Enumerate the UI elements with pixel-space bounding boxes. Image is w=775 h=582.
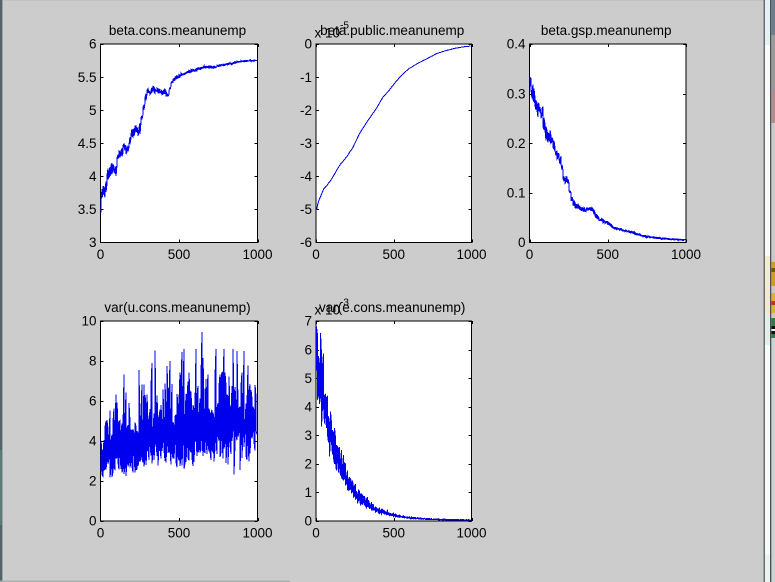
svg-text:500: 500	[383, 526, 406, 541]
svg-text:1000: 1000	[242, 247, 272, 262]
svg-text:beta.gsp.meanunemp: beta.gsp.meanunemp	[541, 23, 672, 38]
svg-text:500: 500	[597, 247, 620, 262]
svg-text:1000: 1000	[671, 247, 701, 262]
svg-text:4: 4	[89, 434, 97, 449]
svg-text:var(e.cons.meanunemp): var(e.cons.meanunemp)	[319, 300, 465, 315]
svg-text:0.2: 0.2	[507, 136, 526, 151]
svg-text:4: 4	[304, 399, 312, 414]
svg-text:-3: -3	[300, 136, 312, 151]
svg-text:6: 6	[89, 37, 97, 52]
svg-text:-5: -5	[300, 202, 312, 217]
svg-text:8: 8	[89, 354, 97, 369]
svg-text:0.1: 0.1	[507, 186, 526, 201]
svg-text:0.3: 0.3	[507, 86, 526, 101]
svg-text:0: 0	[518, 235, 526, 250]
svg-text:1: 1	[304, 485, 312, 500]
svg-text:0: 0	[304, 37, 312, 52]
svg-text:3: 3	[304, 428, 312, 443]
svg-text:2: 2	[89, 474, 97, 489]
svg-text:0: 0	[97, 247, 105, 262]
svg-text:0: 0	[97, 526, 105, 541]
svg-text:-4: -4	[300, 169, 312, 184]
svg-text:-6: -6	[300, 235, 312, 250]
svg-text:1000: 1000	[456, 247, 486, 262]
svg-text:beta.public.meanunemp: beta.public.meanunemp	[320, 23, 464, 38]
svg-text:4: 4	[89, 169, 97, 184]
svg-text:6: 6	[89, 394, 97, 409]
svg-text:2: 2	[304, 457, 312, 472]
svg-text:3.5: 3.5	[78, 202, 97, 217]
svg-text:500: 500	[168, 526, 191, 541]
svg-text:1000: 1000	[456, 526, 486, 541]
svg-text:4.5: 4.5	[78, 136, 97, 151]
svg-text:10: 10	[81, 314, 96, 329]
svg-text:-1: -1	[300, 70, 312, 85]
svg-text:beta.cons.meanunemp: beta.cons.meanunemp	[109, 23, 246, 38]
svg-text:0: 0	[304, 514, 312, 529]
svg-text:-2: -2	[300, 103, 312, 118]
svg-text:500: 500	[383, 247, 406, 262]
svg-text:0: 0	[89, 514, 97, 529]
svg-text:0.4: 0.4	[507, 37, 526, 52]
svg-text:3: 3	[89, 235, 97, 250]
svg-text:0: 0	[312, 526, 320, 541]
svg-text:5: 5	[304, 371, 312, 386]
svg-text:5.5: 5.5	[78, 70, 97, 85]
svg-text:5: 5	[89, 103, 97, 118]
svg-text:0: 0	[312, 247, 320, 262]
svg-text:var(u.cons.meanunemp): var(u.cons.meanunemp)	[104, 300, 250, 315]
svg-text:7: 7	[304, 314, 312, 329]
svg-text:6: 6	[304, 342, 312, 357]
svg-text:1000: 1000	[242, 526, 272, 541]
svg-text:0: 0	[526, 247, 534, 262]
svg-text:500: 500	[168, 247, 191, 262]
